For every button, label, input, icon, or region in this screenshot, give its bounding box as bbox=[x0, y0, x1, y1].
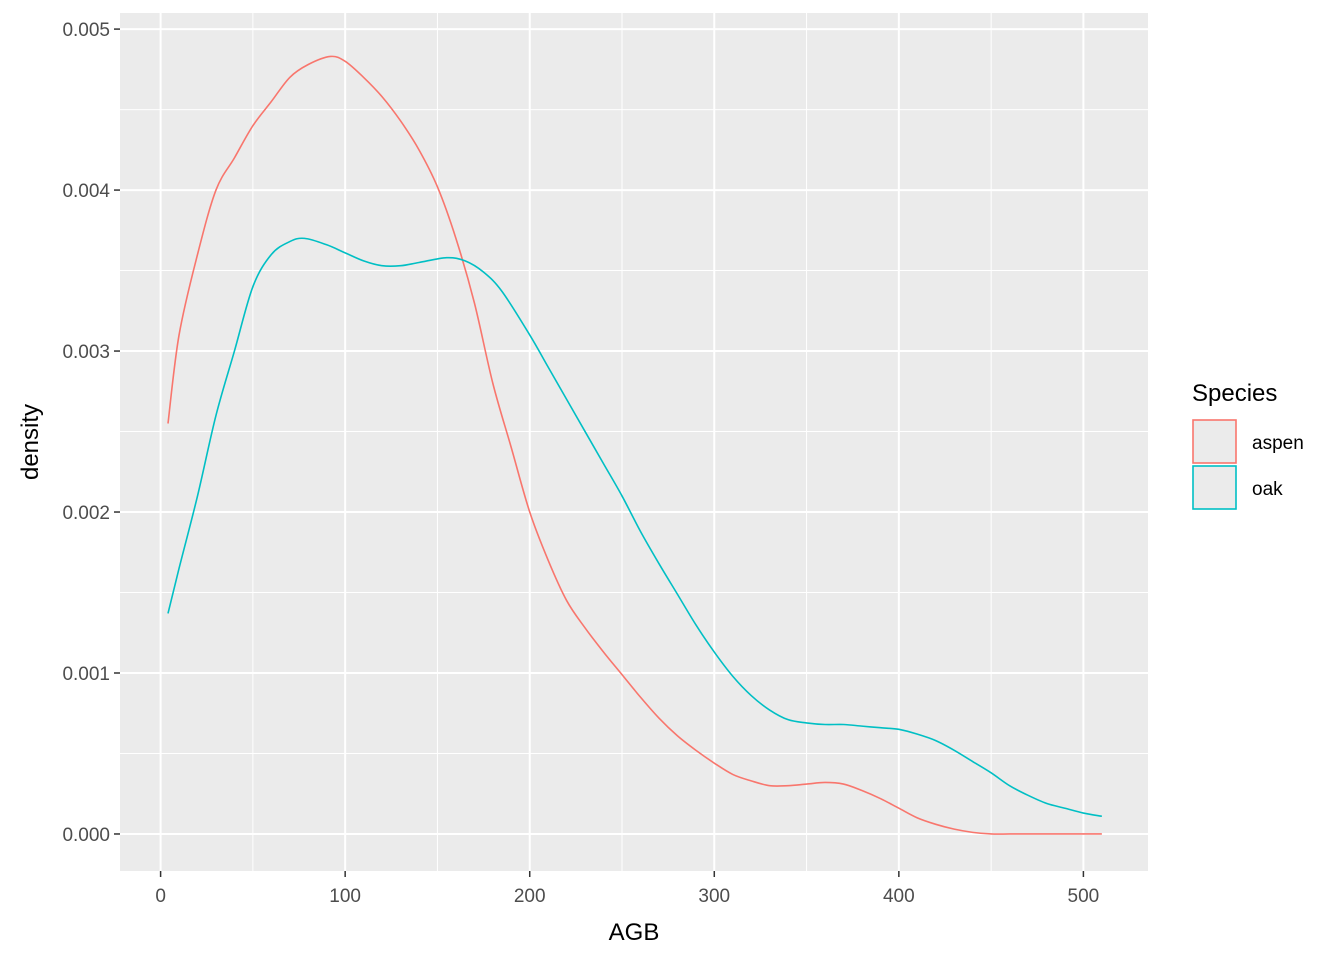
x-tick-label: 100 bbox=[329, 886, 361, 907]
series-line-aspen bbox=[167, 55, 1102, 835]
x-axis-ticks: 0 100 200 300 400 500 bbox=[155, 871, 1099, 907]
plot-panel bbox=[120, 13, 1148, 871]
minor-gridlines bbox=[120, 13, 1148, 871]
y-tick-label: 0.005 bbox=[62, 20, 110, 41]
series-line-oak bbox=[167, 237, 1102, 818]
series-lines bbox=[167, 55, 1102, 835]
x-tick-label: 500 bbox=[1068, 886, 1100, 907]
y-tick-label: 0.002 bbox=[62, 503, 110, 524]
legend-item-oak: oak bbox=[1192, 465, 1283, 510]
legend-items: aspen oak bbox=[1192, 419, 1304, 510]
x-tick-label: 300 bbox=[698, 886, 730, 907]
x-tick-label: 200 bbox=[514, 886, 546, 907]
y-axis-ticks: 0.000 0.001 0.002 0.003 0.004 0.005 bbox=[62, 20, 120, 846]
x-axis-title: AGB bbox=[609, 919, 660, 946]
y-tick-label: 0.003 bbox=[62, 342, 110, 363]
y-axis-title: density bbox=[17, 404, 44, 480]
legend-key-oak bbox=[1192, 465, 1237, 510]
major-gridlines bbox=[120, 13, 1148, 871]
y-tick-label: 0.000 bbox=[62, 825, 110, 846]
legend-label-oak: oak bbox=[1252, 479, 1283, 500]
y-tick-label: 0.001 bbox=[62, 664, 110, 685]
legend-title: Species bbox=[1192, 380, 1277, 407]
legend-key-aspen bbox=[1192, 419, 1237, 464]
x-tick-label: 0 bbox=[155, 886, 166, 907]
legend: Species aspen oak bbox=[1192, 380, 1304, 510]
x-tick-label: 400 bbox=[883, 886, 915, 907]
legend-item-aspen: aspen bbox=[1192, 419, 1304, 464]
legend-label-aspen: aspen bbox=[1252, 433, 1304, 454]
y-tick-label: 0.004 bbox=[62, 181, 110, 202]
